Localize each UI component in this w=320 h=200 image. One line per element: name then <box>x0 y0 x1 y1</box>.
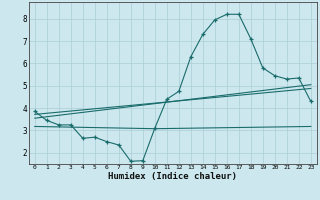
X-axis label: Humidex (Indice chaleur): Humidex (Indice chaleur) <box>108 172 237 181</box>
